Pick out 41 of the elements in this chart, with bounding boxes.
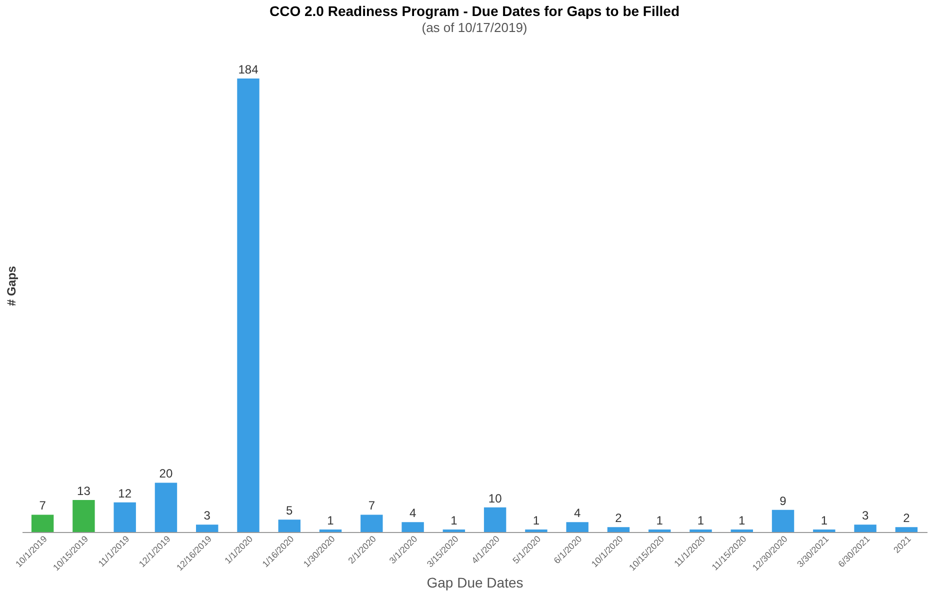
bar (72, 500, 95, 532)
data-label: 20 (159, 466, 173, 481)
bar (772, 510, 794, 532)
data-label: 1 (820, 514, 828, 528)
bar (154, 482, 178, 532)
data-label: 12 (118, 486, 132, 500)
data-label: 9 (780, 494, 787, 508)
data-label: 1 (327, 514, 334, 528)
chart-subtitle: (as of 10/17/2019) (422, 20, 528, 35)
data-label: 1 (738, 514, 746, 528)
x-axis-title: Gap Due Dates (426, 574, 524, 591)
data-label: 13 (77, 484, 91, 498)
bar (566, 522, 588, 532)
data-label: 184 (238, 62, 259, 76)
data-label: 5 (286, 504, 294, 518)
data-label: 1 (450, 514, 458, 528)
data-label: 3 (862, 508, 869, 523)
data-label: 2 (615, 511, 622, 526)
data-label: 10 (488, 491, 502, 506)
y-axis-title: # Gaps (4, 266, 18, 306)
data-label: 4 (409, 506, 416, 520)
data-label: 1 (656, 514, 664, 528)
bar (895, 527, 918, 532)
chart-title: CCO 2.0 Readiness Program - Due Dates for Gaps to be Filled (270, 3, 680, 19)
data-label: 3 (204, 508, 211, 523)
data-label: 2 (903, 511, 910, 526)
bar (31, 514, 54, 532)
bar (607, 527, 630, 532)
bar (278, 520, 300, 532)
data-label: 4 (574, 506, 581, 520)
data-label: 1 (697, 514, 704, 528)
bar (114, 502, 136, 532)
bar (854, 524, 876, 532)
bar (196, 524, 218, 532)
data-label: 1 (532, 514, 540, 528)
bar (360, 514, 383, 532)
bar (484, 507, 506, 532)
data-label: 7 (39, 498, 46, 513)
bar (402, 522, 424, 532)
bar (237, 78, 260, 532)
data-label: 7 (368, 498, 376, 513)
